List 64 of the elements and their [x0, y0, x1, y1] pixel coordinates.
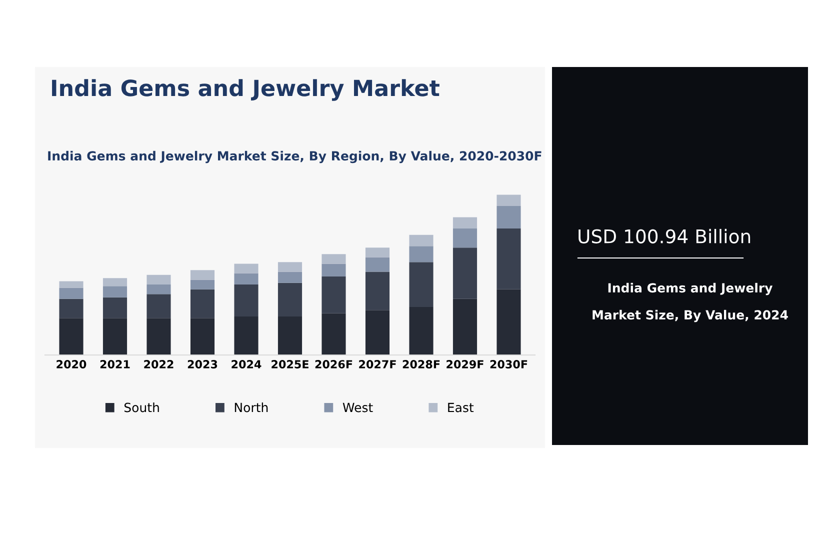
- bar: [234, 284, 258, 317]
- bar: [234, 316, 258, 355]
- bar: [409, 246, 434, 262]
- text: India Gems and Jewelry: [608, 282, 773, 296]
- bar: [59, 281, 84, 288]
- bar: [59, 288, 84, 299]
- x-tick-label: 2025E: [272, 360, 308, 368]
- x-tick-label: 2020: [56, 360, 86, 368]
- bar: [496, 194, 521, 206]
- chart-title: India Gems and Jewelry Market: [52, 79, 440, 101]
- bar: [278, 316, 302, 355]
- x-tick-label: 2028F: [402, 360, 440, 368]
- text: Market Size, By Value, 2024: [592, 310, 788, 322]
- bar: [322, 264, 346, 277]
- bar: [102, 286, 128, 298]
- text: USD 100.94 Billion: [578, 228, 750, 244]
- legend-label: South: [124, 402, 159, 412]
- bar: [409, 234, 434, 246]
- bar: [190, 280, 215, 290]
- bar: [409, 262, 434, 307]
- bar: [146, 294, 171, 318]
- bar: [452, 298, 478, 355]
- bar: [409, 306, 434, 355]
- x-tick-label: 2030F: [490, 360, 528, 368]
- bar: [278, 272, 302, 283]
- legend-label: North: [234, 402, 268, 412]
- x-tick-label: 2026F: [315, 360, 352, 368]
- bar: [146, 274, 171, 285]
- x-tick-label: 2023: [188, 360, 218, 368]
- bar: [278, 282, 302, 317]
- bar: [190, 318, 215, 355]
- bar: [190, 270, 215, 280]
- bar: [322, 276, 346, 314]
- bar: [322, 254, 346, 264]
- x-tick-label: 2024: [232, 360, 262, 368]
- bar: [278, 262, 302, 272]
- x-tick-label: 2021: [100, 360, 130, 368]
- bar: [234, 264, 258, 274]
- bar: [102, 297, 128, 318]
- bar: [496, 206, 521, 228]
- bar: [452, 248, 478, 299]
- bar: [496, 289, 521, 355]
- bar: [452, 228, 478, 248]
- bar: [146, 318, 171, 355]
- bar: [59, 318, 84, 355]
- bar: [365, 310, 390, 355]
- bar: [59, 298, 84, 318]
- bar: [190, 289, 215, 318]
- chart-subtitle: India Gems and Jewelry Market Size, By Region, By Value, 2020-2030F: [48, 150, 542, 164]
- legend-label: East: [448, 402, 474, 412]
- bar: [365, 257, 390, 272]
- bar: [102, 278, 128, 286]
- bar: [322, 313, 346, 355]
- bar: [365, 272, 390, 310]
- bar: [234, 273, 258, 285]
- bar: [452, 217, 478, 228]
- bar: [102, 318, 128, 355]
- bar: [146, 284, 171, 294]
- bar: [496, 228, 521, 290]
- legend-label: West: [342, 402, 373, 412]
- x-tick-label: 2022: [144, 360, 174, 368]
- x-tick-label: 2029F: [446, 360, 484, 368]
- x-tick-label: 2027F: [359, 360, 396, 368]
- bar: [365, 248, 390, 258]
